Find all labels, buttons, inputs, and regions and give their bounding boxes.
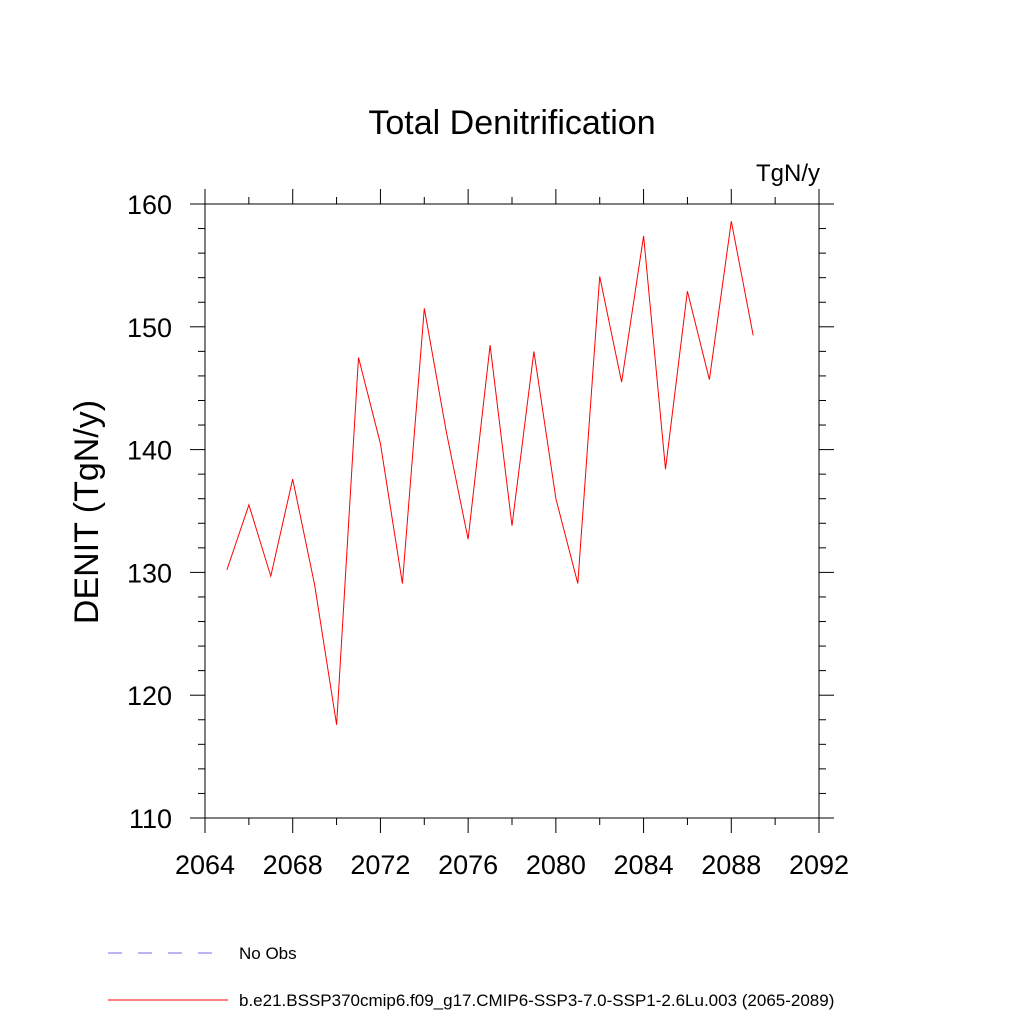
x-tick-label: 2084: [614, 850, 674, 880]
x-tick-label: 2072: [350, 850, 410, 880]
plot-area-frame: [204, 203, 820, 819]
legend: No Obs b.e21.BSSP370cmip6.f09_g17.CMIP6-S…: [108, 944, 834, 1010]
axis-tick-labels: 2064 2068 2072 2076 2080 2084 2088 2092 110 120 13…: [127, 190, 849, 880]
chart-title: Total Denitrification: [368, 104, 655, 142]
x-tick-label: 2088: [701, 850, 761, 880]
x-tick-label: 2076: [438, 850, 498, 880]
y-tick-label: 120: [127, 681, 172, 711]
y-tick-label: 150: [127, 313, 172, 343]
x-tick-label: 2068: [263, 850, 323, 880]
axis-ticks: [190, 189, 834, 833]
series-layer: [226, 221, 754, 725]
y-tick-label: 140: [127, 436, 172, 466]
x-tick-label: 2092: [789, 850, 849, 880]
series-line: [226, 221, 754, 725]
y-tick-label: 160: [127, 190, 172, 220]
x-tick-label: 2080: [526, 850, 586, 880]
legend-label: No Obs: [239, 944, 297, 963]
y-tick-label: 110: [129, 804, 172, 834]
x-tick-label: 2064: [175, 850, 235, 880]
y-axis-label: DENIT (TgN/y): [68, 400, 106, 624]
units-label: TgN/y: [756, 160, 820, 187]
legend-label: b.e21.BSSP370cmip6.f09_g17.CMIP6-SSP3-7.…: [239, 991, 834, 1010]
y-tick-label: 130: [127, 558, 172, 588]
